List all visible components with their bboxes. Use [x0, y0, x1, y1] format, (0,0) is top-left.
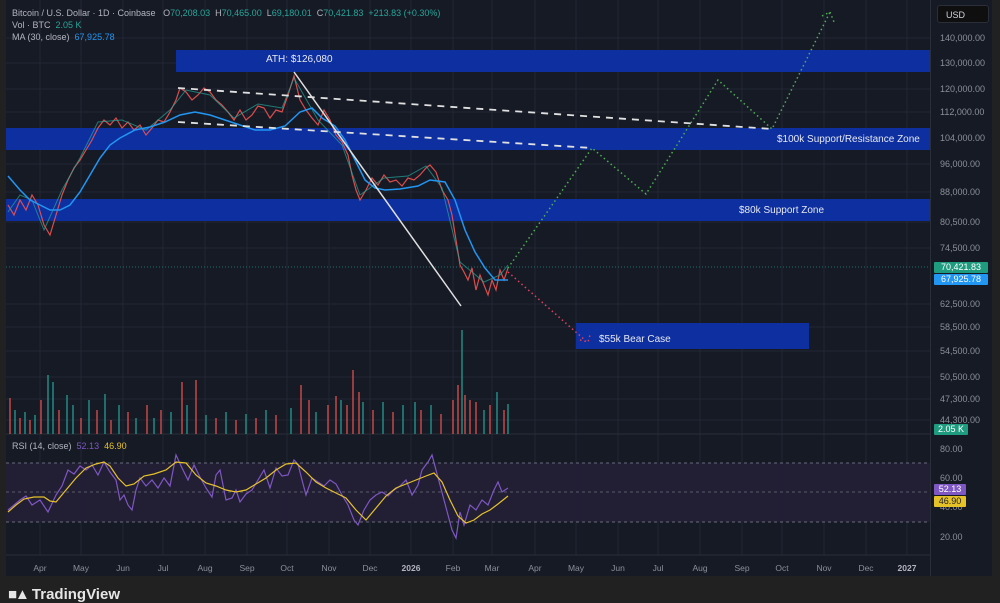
time-tick: Feb [445, 563, 461, 573]
price-tick: 58,500.00 [940, 322, 981, 332]
price-axis[interactable] [930, 0, 993, 576]
price-tick: 47,300.00 [940, 394, 981, 404]
time-tick: Aug [197, 563, 213, 573]
time-tick: Apr [33, 563, 47, 573]
zone-80k-label: $80k Support Zone [739, 205, 825, 216]
volume-bars [9, 330, 509, 434]
rsi-tick: 40.00 [940, 502, 963, 512]
tradingview-logo-icon: ■▲ [8, 586, 30, 603]
channel-upper-line[interactable] [177, 87, 773, 130]
time-tick: Jul [652, 563, 664, 573]
rsi-legend[interactable]: RSI (14, close) 52.13 46.90 [12, 441, 127, 451]
ath-trendline[interactable] [293, 71, 462, 307]
rsi-tick: 60.00 [940, 473, 963, 483]
time-tick: Mar [484, 563, 500, 573]
ohlc-row: Bitcoin / U.S. Dollar · 1D · Coinbase O7… [12, 7, 440, 19]
price-tick: 74,500.00 [940, 243, 981, 253]
ma-legend[interactable]: MA (30, close) 67,925.78 [12, 31, 440, 43]
symbol-name: Bitcoin / U.S. Dollar · 1D · Coinbase [12, 8, 156, 18]
ath-zone[interactable] [176, 50, 930, 72]
footer [0, 576, 1000, 600]
outer-margin [992, 0, 1000, 600]
time-tick: Oct [280, 563, 294, 573]
price-tick: 44,300.00 [940, 415, 981, 425]
price-tick: 112,000.00 [940, 107, 985, 117]
time-tick: Sep [239, 563, 255, 573]
bear-case-label: $55k Bear Case [599, 334, 671, 345]
time-tick: Dec [858, 563, 874, 573]
high-value: 70,465.00 [221, 8, 262, 18]
rsi-ma-value: 46.90 [104, 441, 127, 451]
time-tick: Aug [692, 563, 708, 573]
volume-legend[interactable]: Vol · BTC 2.05 K [12, 19, 440, 31]
low-label: L [266, 8, 272, 18]
zone-100k[interactable] [6, 128, 930, 150]
rsi-tick: 80.00 [940, 444, 963, 454]
bear-projection-path[interactable] [507, 271, 587, 342]
rsi-line [7, 453, 509, 540]
price-tick: 54,500.00 [940, 346, 981, 356]
time-tick: Sep [734, 563, 750, 573]
symbol-legend[interactable]: Bitcoin / U.S. Dollar · 1D · Coinbase O7… [12, 7, 440, 43]
ma-label: MA (30, close) [12, 32, 70, 42]
volume-value: 2.05 K [55, 20, 82, 30]
time-tick: 2027 [897, 563, 917, 573]
time-tick: Apr [528, 563, 542, 573]
rsi-label: RSI (14, close) [12, 441, 72, 451]
zone-80k[interactable] [6, 199, 930, 221]
close-label: C [316, 8, 324, 18]
price-series-down [7, 73, 509, 297]
price-tick: 130,000.00 [940, 58, 986, 68]
close-value: 70,421.83 [323, 8, 364, 18]
price-tick: 96,000.00 [940, 159, 981, 169]
zone-100k-label: $100k Support/Resistance Zone [777, 134, 920, 145]
open-value: 70,208.03 [170, 8, 211, 18]
rsi-ma-line [7, 461, 509, 524]
tradingview-logo-text: TradingView [31, 586, 120, 603]
open-label: O [163, 8, 171, 18]
zone-55k-bear[interactable] [576, 323, 809, 349]
time-tick: May [72, 563, 90, 573]
time-tick: May [567, 563, 585, 573]
rsi-ma-tag: 46.90 [934, 496, 966, 507]
last-price-tag: 70,421.83 [934, 262, 988, 273]
price-tick: 80,500.00 [940, 217, 981, 227]
ma-line [7, 107, 508, 281]
price-tick: 104,000.00 [940, 133, 986, 143]
ma-value: 67,925.78 [74, 32, 115, 42]
time-tick: Nov [321, 563, 337, 573]
price-tick: 88,000.00 [940, 187, 981, 197]
rsi-value: 52.13 [76, 441, 100, 451]
change-value: +213.83 (+0.30%) [368, 8, 441, 18]
currency-button[interactable]: USD [937, 5, 989, 23]
time-tick: Dec [362, 563, 378, 573]
high-label: H [215, 8, 222, 18]
ma-price-tag: 67,925.78 [934, 274, 988, 285]
time-tick: Nov [816, 563, 832, 573]
tradingview-logo[interactable]: ■▲ TradingView [8, 586, 120, 603]
time-tick: Jun [611, 563, 625, 573]
ath-label: ATH: $126,080 [266, 54, 333, 65]
time-tick: 2026 [401, 563, 421, 573]
channel-lower-line[interactable] [177, 121, 593, 149]
time-tick: Jun [116, 563, 130, 573]
volume-tag: 2.05 K [934, 424, 968, 435]
time-tick: Jul [157, 563, 169, 573]
volume-label: Vol · BTC [12, 20, 51, 30]
price-tick: 62,500.00 [940, 299, 981, 309]
price-tick: 140,000.00 [940, 33, 986, 43]
low-value: 69,180.01 [271, 8, 312, 18]
price-tick: 120,000.00 [940, 84, 986, 94]
bull-projection-path[interactable] [507, 11, 831, 269]
time-tick: Oct [775, 563, 789, 573]
rsi-tag: 52.13 [934, 484, 966, 495]
price-tick: 50,500.00 [940, 372, 981, 382]
rsi-tick: 20.00 [940, 532, 963, 542]
